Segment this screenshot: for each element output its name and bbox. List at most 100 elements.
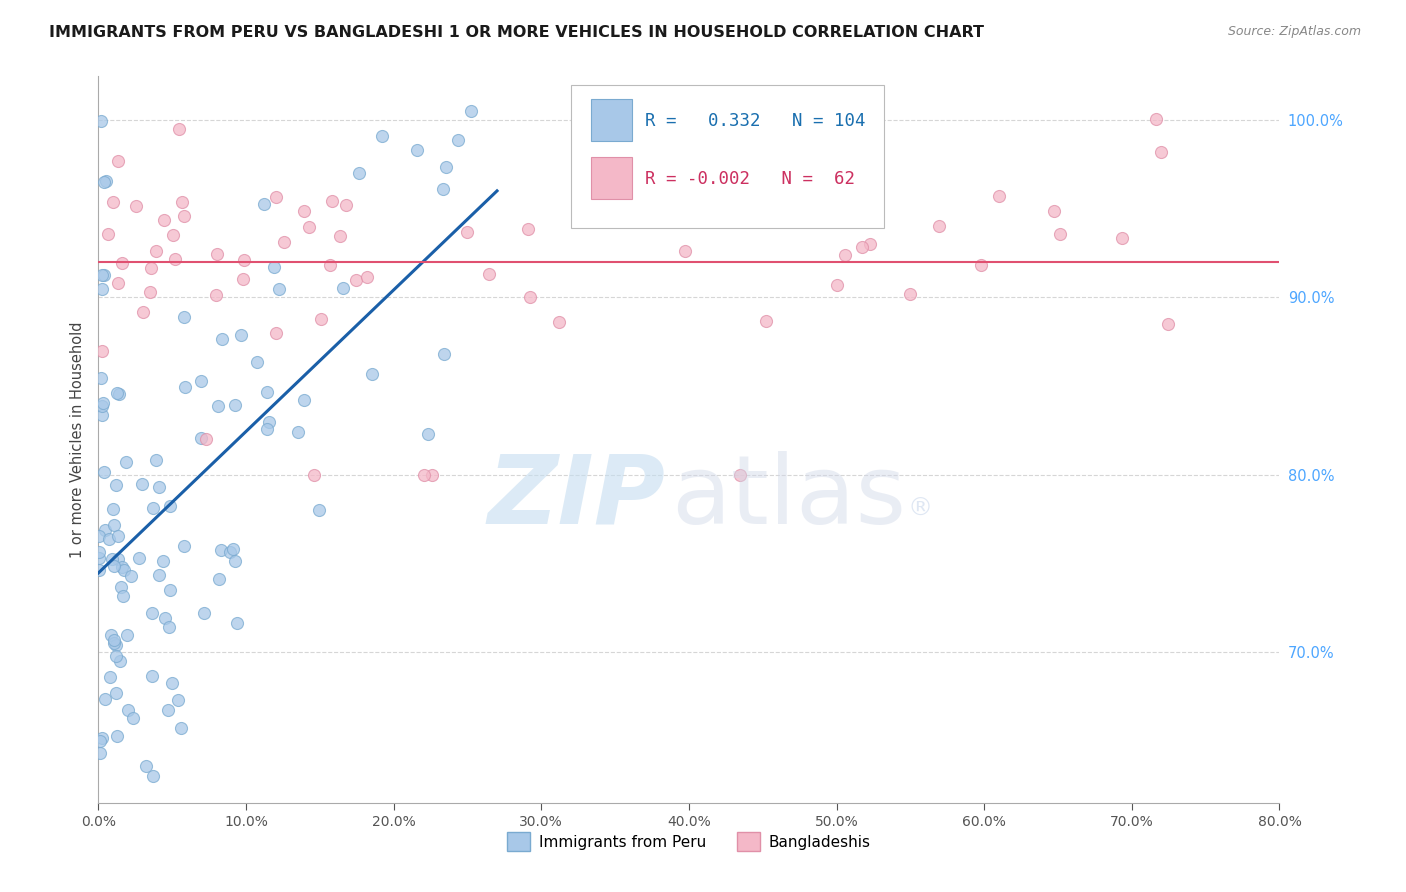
Point (148, 480, 170, 494)
Point (125, 199, 148, 213)
Point (104, 477, 127, 491)
Point (162, 227, 184, 242)
Point (730, 467, 752, 482)
Point (139, 285, 162, 299)
Point (548, 315, 571, 329)
Text: Source: ZipAtlas.com: Source: ZipAtlas.com (1227, 25, 1361, 38)
Point (298, 220, 321, 235)
Point (319, 258, 342, 272)
Point (89, 746, 111, 760)
Point (232, 253, 254, 268)
Point (434, 160, 457, 174)
Point (194, 432, 217, 446)
Point (167, 693, 190, 707)
Point (145, 244, 167, 259)
Point (174, 380, 197, 394)
Point (321, 194, 343, 208)
Point (204, 287, 226, 301)
Point (105, 685, 128, 699)
Point (1157, 318, 1180, 332)
Text: R =   0.332   N = 104: R = 0.332 N = 104 (645, 112, 866, 130)
Point (163, 252, 186, 267)
Point (370, 128, 392, 143)
Point (231, 272, 253, 286)
Point (259, 415, 281, 429)
Point (207, 399, 229, 413)
Y-axis label: 1 or more Vehicles in Household: 1 or more Vehicles in Household (70, 321, 86, 558)
Point (170, 721, 193, 735)
Point (335, 198, 357, 212)
Bar (591, 157, 633, 200)
Point (90, 371, 112, 385)
Point (287, 425, 309, 439)
Point (117, 703, 139, 717)
Point (292, 392, 315, 407)
Point (267, 282, 290, 296)
Point (87, 563, 110, 577)
Point (148, 568, 170, 582)
Point (157, 703, 180, 717)
Point (273, 235, 295, 249)
Point (347, 166, 370, 180)
Point (987, 189, 1010, 203)
Text: ®: ® (907, 496, 932, 520)
Point (103, 558, 125, 573)
Point (157, 620, 180, 634)
Point (91, 343, 114, 358)
Point (110, 654, 132, 668)
Point (155, 611, 177, 625)
Point (246, 355, 269, 369)
Point (93, 175, 115, 189)
Point (851, 240, 873, 254)
Point (344, 273, 367, 287)
Point (103, 517, 125, 532)
Point (87, 529, 110, 543)
Point (93, 268, 115, 282)
Legend: Immigrants from Peru, Bangladeshis: Immigrants from Peru, Bangladeshis (501, 826, 877, 857)
Point (110, 581, 132, 595)
Point (648, 181, 671, 195)
Point (101, 502, 124, 516)
Point (190, 374, 212, 388)
Point (128, 551, 150, 566)
Point (94, 692, 117, 706)
Point (264, 326, 287, 340)
Point (433, 347, 456, 361)
Point (519, 290, 541, 304)
Point (173, 539, 195, 553)
Point (432, 182, 454, 196)
Point (145, 453, 167, 467)
Point (122, 711, 145, 725)
Point (87, 551, 110, 566)
Point (142, 500, 165, 515)
Point (169, 122, 191, 136)
Point (218, 545, 240, 559)
Point (115, 455, 138, 469)
Point (115, 628, 138, 642)
Point (1049, 227, 1071, 242)
Point (159, 583, 181, 598)
Point (405, 143, 427, 157)
Point (834, 247, 856, 261)
Point (153, 213, 176, 227)
Point (329, 228, 352, 243)
Bar (591, 99, 633, 141)
Point (91, 268, 114, 282)
Point (264, 190, 287, 204)
Point (256, 422, 278, 436)
Point (170, 195, 193, 210)
Point (460, 104, 482, 119)
Point (859, 236, 882, 251)
Point (356, 270, 378, 285)
Point (112, 563, 135, 577)
Point (103, 636, 125, 650)
Point (209, 543, 232, 558)
Point (898, 286, 921, 301)
Point (516, 222, 538, 236)
Point (422, 467, 444, 482)
Point (205, 247, 228, 261)
Point (94, 523, 117, 537)
Point (969, 258, 991, 272)
Point (90, 114, 112, 128)
Point (141, 669, 163, 683)
